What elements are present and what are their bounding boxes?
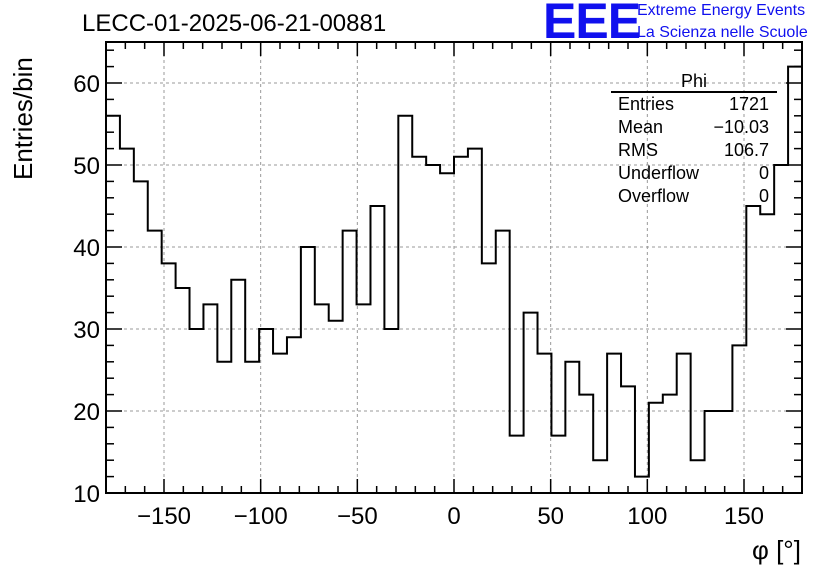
y-tick-label: 50	[73, 153, 100, 180]
histogram-bin	[746, 206, 760, 493]
x-tick-label: −50	[337, 503, 378, 530]
x-tick-label: 100	[627, 503, 667, 530]
chart-title: LECC-01-2025-06-21-00881	[82, 10, 387, 37]
stats-label: Underflow	[618, 163, 700, 183]
stats-label: RMS	[618, 140, 658, 160]
histogram-bin	[538, 354, 552, 493]
histogram-bin	[454, 157, 468, 493]
histogram-bin	[259, 329, 273, 493]
stats-value: 0	[758, 163, 769, 183]
stats-value: 0	[758, 186, 769, 206]
y-axis-label: Entries/bin	[8, 57, 38, 180]
histogram-bin	[176, 288, 190, 493]
histogram-bin	[148, 231, 162, 493]
histogram-bin	[649, 403, 663, 493]
stats-row-entries: Entries 1721	[611, 93, 777, 116]
histogram-bin	[691, 460, 705, 493]
histogram-bin	[343, 231, 357, 493]
y-tick-label: 10	[73, 481, 100, 508]
eee-logo: EEE	[543, 0, 641, 49]
stats-row-underflow: Underflow 0	[611, 162, 777, 185]
histogram-bin	[760, 214, 774, 493]
histogram-bin	[482, 263, 496, 493]
histogram-bin	[510, 436, 524, 493]
stats-label: Entries	[618, 94, 675, 114]
histogram-bin	[301, 247, 315, 493]
stats-value: 106.7	[723, 140, 769, 160]
stats-row-rms: RMS 106.7	[611, 139, 777, 162]
logo-text-line2: La Scienza nelle Scuole	[637, 24, 808, 41]
histogram-bin	[273, 354, 287, 493]
histogram-bin	[565, 362, 579, 493]
histogram-outline	[106, 65, 802, 478]
histogram-bin	[384, 329, 398, 493]
histogram-bin	[120, 149, 134, 493]
histogram-bin	[357, 304, 371, 493]
histogram-bin	[551, 436, 565, 493]
histogram-bin	[607, 354, 621, 493]
histogram-bin	[287, 337, 301, 493]
histogram-bin	[412, 157, 426, 493]
histogram-bin	[203, 304, 217, 493]
histogram-bin	[774, 165, 788, 493]
stats-title: Phi	[611, 72, 777, 93]
histogram-bin	[705, 411, 719, 493]
histogram-bin	[677, 354, 691, 493]
histogram-bin	[190, 329, 204, 493]
x-tick-label: 50	[537, 503, 564, 530]
histogram-bin	[217, 362, 231, 493]
logo-text-line1: Extreme Energy Events	[637, 2, 806, 19]
axis-ticks	[105, 42, 803, 494]
histogram-bin	[106, 116, 120, 493]
histogram-bin	[732, 345, 746, 493]
x-tick-label: −150	[137, 503, 191, 530]
stats-label: Mean	[618, 117, 664, 137]
x-tick-label: 0	[447, 503, 460, 530]
histogram-bin	[162, 263, 176, 493]
histogram-bin	[468, 149, 482, 493]
stats-value: −10.03	[713, 117, 769, 137]
y-tick-label: 60	[73, 71, 100, 98]
y-tick-label: 30	[73, 317, 100, 344]
y-tick-labels: 10 20 30 40 50 60	[73, 71, 100, 508]
histogram-bin	[621, 386, 635, 493]
histogram-bin	[398, 116, 412, 493]
x-tick-label: −100	[234, 503, 288, 530]
histogram-bin	[579, 395, 593, 493]
x-tick-label: 150	[724, 503, 764, 530]
histogram-bin	[329, 321, 343, 493]
histogram-bin	[663, 395, 677, 493]
y-tick-label: 40	[73, 235, 100, 262]
stats-row-mean: Mean −10.03	[611, 116, 777, 139]
stats-label: Overflow	[618, 186, 690, 206]
stats-row-overflow: Overflow 0	[611, 185, 777, 208]
histogram-bin	[370, 206, 384, 493]
histogram-bin	[134, 181, 148, 493]
histogram-bin	[231, 280, 245, 493]
histogram-bin	[245, 362, 259, 493]
y-tick-label: 20	[73, 399, 100, 426]
histogram-bin	[496, 231, 510, 493]
histogram-bin	[718, 411, 732, 493]
histogram-bin	[315, 304, 329, 493]
stats-value: 1721	[728, 94, 769, 114]
x-tick-labels: −150 −100 −50 0 50 100 150	[137, 503, 764, 530]
histogram-bin	[440, 173, 454, 493]
histogram-bin	[524, 313, 538, 493]
x-axis-label: φ [°]	[752, 535, 801, 565]
histogram-bin	[426, 165, 440, 493]
histogram-bars	[106, 65, 802, 493]
histogram-bin	[593, 460, 607, 493]
stats-box: Phi Entries 1721 Mean −10.03 RMS 106.7 U…	[611, 72, 777, 208]
